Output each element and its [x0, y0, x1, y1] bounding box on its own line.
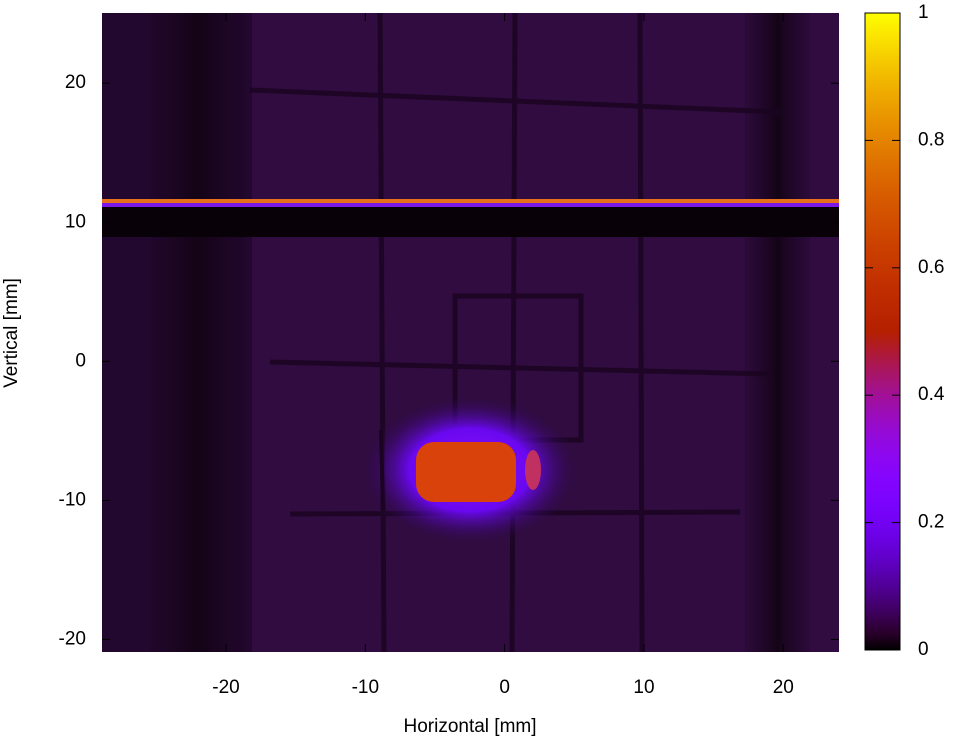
y-tick-label: -10: [59, 489, 86, 510]
y-tick-label: -20: [59, 628, 86, 649]
colorbar-tick-label: 0.2: [918, 512, 944, 533]
x-tick-label: 10: [633, 677, 654, 698]
y-tick-label: 20: [65, 72, 86, 93]
colorbar: [864, 12, 901, 651]
x-tick-label: -20: [212, 677, 239, 698]
colorbar-tick-label: 0.8: [918, 129, 944, 150]
y-tick-label: 10: [65, 211, 86, 232]
y-tick-label: 0: [75, 350, 86, 371]
heatmap-image: [102, 12, 839, 653]
x-tick-label: -10: [352, 677, 379, 698]
y-axis-label: Vertical [mm]: [1, 278, 22, 388]
colorbar-tick-label: 0: [918, 639, 929, 660]
colorbar-tick-label: 0.6: [918, 257, 944, 278]
colorbar-tick-label: 0.4: [918, 384, 945, 405]
x-axis-label: Horizontal [mm]: [403, 716, 536, 737]
x-tick-label: 20: [773, 677, 794, 698]
colorbar-tick-label: 1: [918, 2, 929, 23]
x-tick-label: 0: [499, 677, 510, 698]
